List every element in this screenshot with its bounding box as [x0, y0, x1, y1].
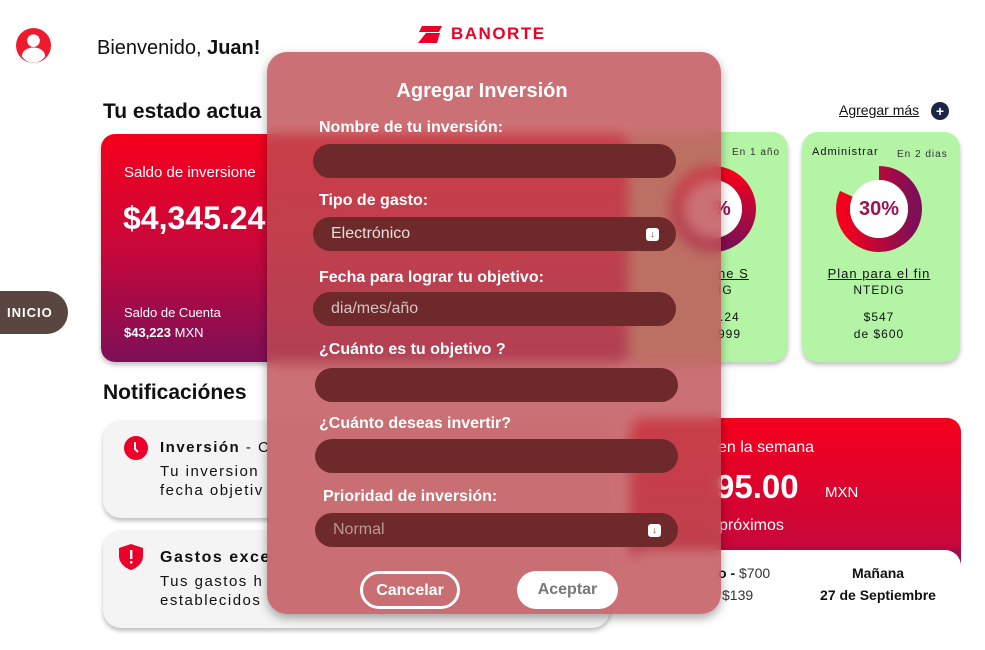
add-more-link[interactable]: Agregar más	[839, 102, 920, 118]
account-label: Saldo de Cuenta	[124, 305, 221, 320]
date-input[interactable]: dia/mes/año	[313, 292, 676, 326]
goal-code: IG	[718, 283, 733, 297]
date-label: Fecha para lograr tu objetivo:	[319, 269, 544, 286]
week-sub: próximos	[719, 517, 784, 534]
notification-title: Inversión	[160, 439, 241, 456]
goal-input[interactable]	[315, 368, 678, 402]
goal-when: En 2 dias	[897, 149, 948, 160]
notification-text: Tus gastos h	[160, 573, 264, 590]
type-value: Electrónico	[331, 225, 411, 242]
name-input[interactable]	[313, 144, 676, 178]
upcoming-date: 27 de Septiembre	[820, 587, 936, 603]
dropdown-arrow-icon: ↓	[648, 524, 661, 537]
accept-button[interactable]: Aceptar	[517, 571, 618, 609]
banorte-logo: BANORTE	[418, 24, 546, 44]
goal-name[interactable]: ne S	[718, 266, 749, 281]
add-investment-modal: Agregar Inversión Nombre de tu inversión…	[267, 52, 721, 614]
invest-input[interactable]	[315, 439, 678, 473]
priority-select[interactable]: Normal ↓	[315, 513, 678, 547]
section-title-notificaciones: Notificaciónes	[103, 381, 247, 404]
dropdown-arrow-icon: ↓	[646, 228, 659, 241]
goal-name[interactable]: Plan para el fin	[827, 266, 931, 281]
balance-label: Saldo de inversione	[124, 164, 256, 181]
goal-amount: .24	[720, 310, 740, 324]
notification-text: establecidos	[160, 592, 262, 609]
section-title-estado: Tu estado actua	[103, 100, 262, 123]
type-label: Tipo de gasto:	[319, 192, 429, 209]
upcoming-name: o -	[718, 565, 739, 581]
goal-card[interactable]: Administrar En 2 dias 30% Plan para el f…	[802, 132, 960, 362]
user-name: Juan!	[207, 37, 261, 59]
banorte-logo-icon	[418, 25, 442, 43]
invest-label: ¿Cuánto deseas invertir?	[319, 415, 512, 432]
greeting: Bienvenido, Juan!	[97, 37, 260, 60]
week-currency: MXN	[825, 484, 859, 501]
modal-title: Agregar Inversión	[396, 80, 568, 102]
goal-code: NTEDIG	[853, 283, 905, 297]
goal-label: ¿Cuánto es tu objetivo ?	[319, 341, 506, 358]
goal-when: En 1 año	[732, 147, 781, 158]
goal-percent: 30%	[858, 198, 900, 220]
priority-value: Normal	[333, 521, 385, 538]
goal-donut	[836, 166, 922, 252]
upcoming-amount: $700	[739, 565, 771, 581]
priority-label: Prioridad de inversión:	[323, 488, 498, 505]
upcoming-day: Mañana	[851, 565, 905, 581]
week-label: en la semana	[718, 439, 815, 456]
nav-inicio[interactable]: INICIO	[0, 291, 68, 334]
account-currency: MXN	[171, 325, 204, 340]
shield-alert-icon	[119, 544, 143, 570]
account-amount: $43,223	[124, 325, 171, 340]
upcoming-amount: $139	[722, 587, 754, 603]
balance-amount: $4,345.24	[123, 200, 266, 236]
goal-of: 999	[718, 327, 742, 341]
clock-icon	[124, 436, 148, 460]
logo-text: BANORTE	[451, 24, 546, 43]
greeting-text: Bienvenido,	[97, 37, 208, 59]
name-label: Nombre de tu inversión:	[319, 119, 504, 136]
notification-text: Tu inversion	[160, 463, 260, 480]
week-amount: 95.00	[716, 468, 799, 505]
notification-sep: - C	[240, 439, 271, 456]
notification-text: fecha objetiv	[160, 482, 264, 499]
goal-of: de $600	[853, 327, 905, 341]
cancel-button[interactable]: Cancelar	[360, 571, 460, 609]
notification-title: Gastos exce	[160, 549, 271, 566]
goal-amount: $547	[863, 310, 895, 324]
plus-icon[interactable]: +	[931, 102, 949, 120]
goal-manage-link[interactable]: Administrar	[812, 146, 879, 158]
user-circle-icon[interactable]	[16, 28, 51, 63]
type-select[interactable]: Electrónico ↓	[313, 217, 676, 251]
